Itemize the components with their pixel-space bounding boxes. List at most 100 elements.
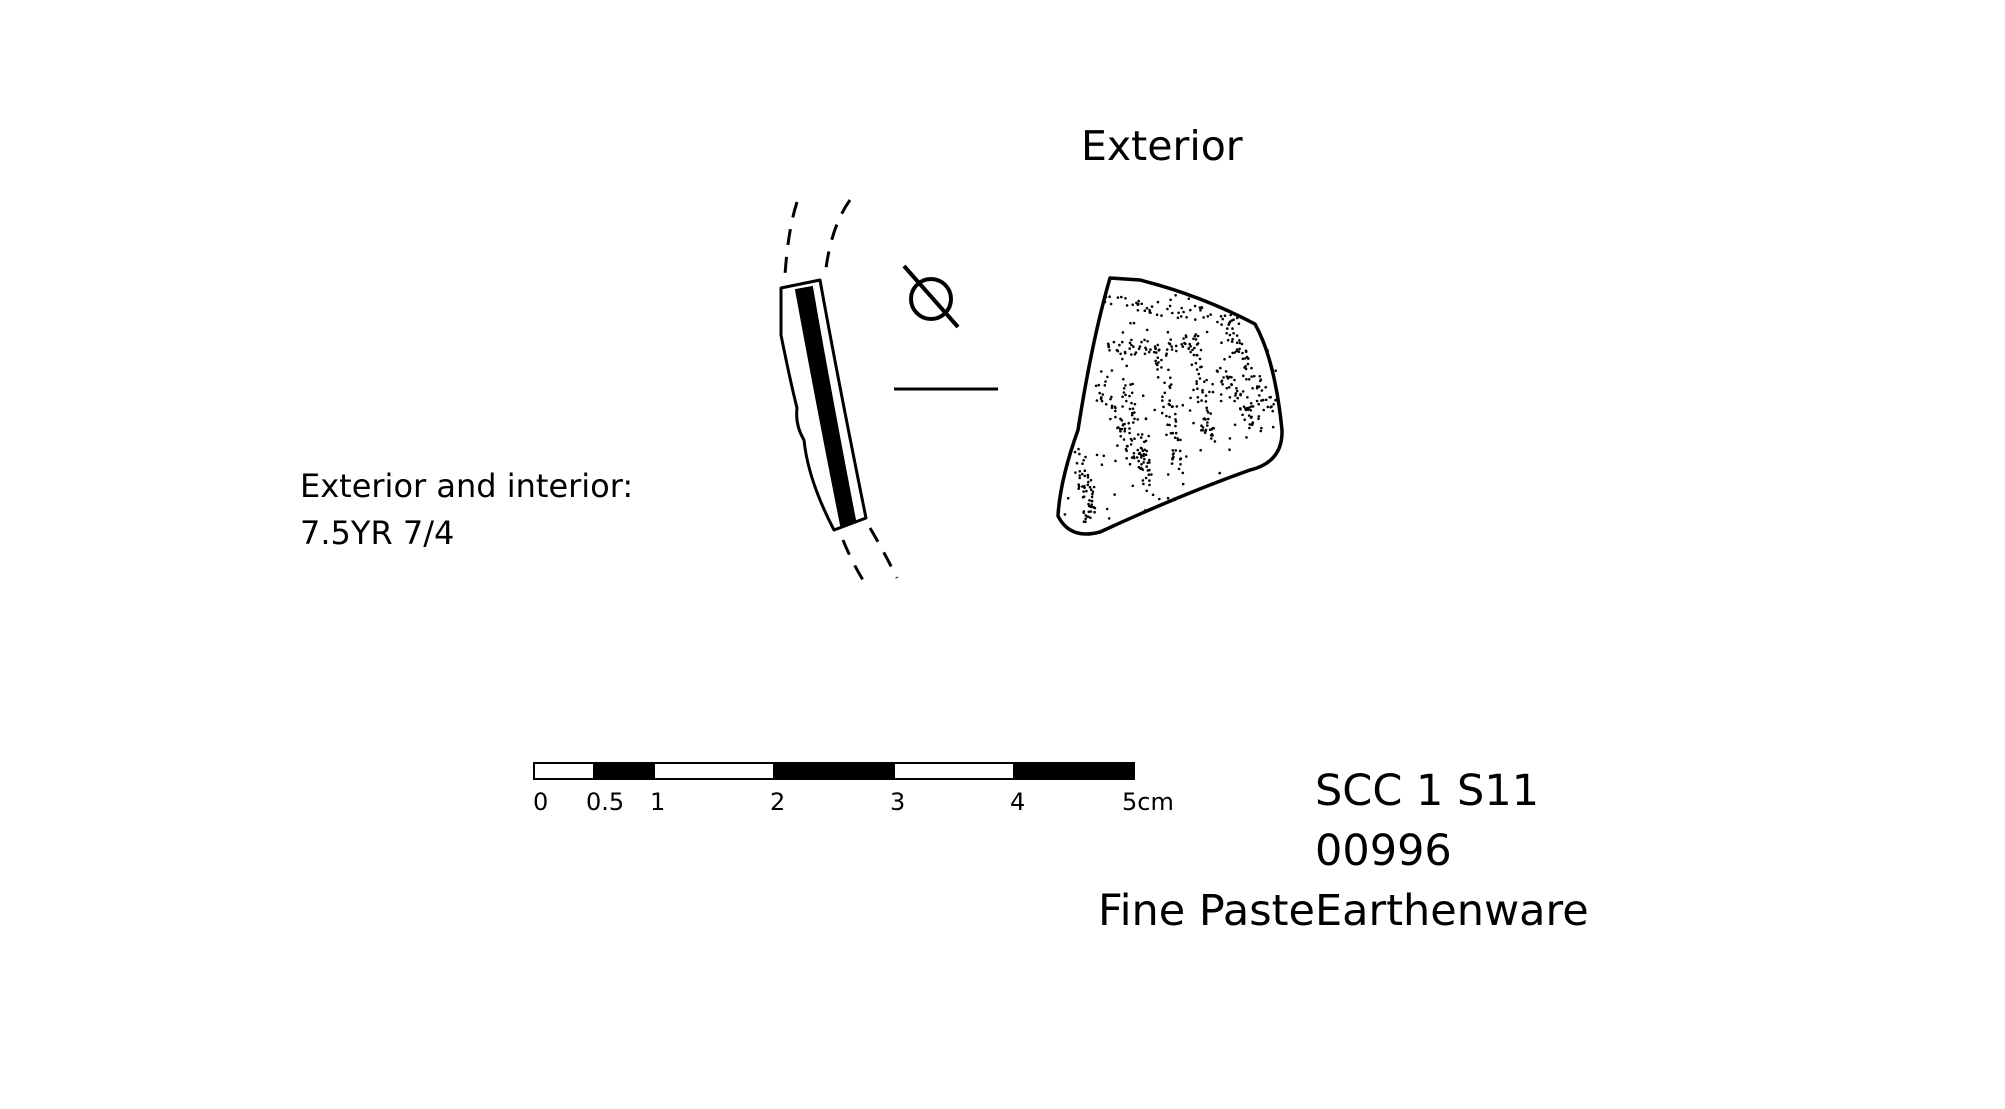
stipple-dot <box>1168 415 1171 419</box>
stipple-dot <box>1235 387 1238 390</box>
stipple-dot <box>1230 340 1234 343</box>
stipple-dot <box>1083 484 1086 488</box>
stipple-dot <box>1124 297 1127 300</box>
stipple-dot <box>1153 345 1157 348</box>
stipple-dot <box>1137 347 1141 351</box>
stipple-dot <box>1110 406 1114 410</box>
stipple-dot <box>1168 423 1171 427</box>
stipple-dot <box>1168 386 1172 390</box>
stipple-dot <box>1132 421 1135 424</box>
stipple-dot <box>1228 396 1232 399</box>
stipple-dot <box>1086 473 1090 477</box>
stipple-dot <box>1255 386 1259 390</box>
stipple-dot <box>1190 363 1194 367</box>
stipple-dot <box>1247 357 1250 360</box>
stipple-dot <box>1242 374 1245 378</box>
stipple-dot <box>1200 399 1203 402</box>
stipple-dot <box>1118 343 1121 347</box>
stipple-dot <box>1258 379 1262 383</box>
stipple-dot <box>1166 307 1169 311</box>
stipple-dot <box>1188 409 1192 412</box>
stipple-dot <box>1114 459 1117 463</box>
stipple-dot <box>1220 341 1223 345</box>
stipple-dot <box>1088 485 1092 489</box>
stipple-dot <box>1211 390 1215 394</box>
stipple-dot <box>1147 434 1150 438</box>
stipple-dot <box>1121 331 1125 334</box>
stipple-dot <box>1109 417 1112 421</box>
stipple-dot <box>1174 344 1178 348</box>
scale-bar-tick-label: 4 <box>1010 788 1026 816</box>
stipple-dot <box>1233 423 1237 427</box>
stipple-dot <box>1090 503 1093 507</box>
stipple-dot <box>1206 315 1210 318</box>
stipple-dot <box>1119 352 1122 356</box>
stipple-dot <box>1172 452 1175 455</box>
stipple-dot <box>1205 330 1209 334</box>
stipple-dot <box>1151 493 1155 497</box>
stipple-dot <box>1089 516 1092 520</box>
stipple-dot <box>1165 352 1168 356</box>
stipple-dot <box>1194 338 1198 341</box>
stipple-dot <box>1260 389 1264 392</box>
profile-projection-upper <box>783 201 799 276</box>
stipple-dot <box>1168 399 1171 402</box>
stipple-dot <box>1222 376 1225 379</box>
stipple-dot <box>1213 440 1217 443</box>
scale-bar-segment <box>1013 762 1135 780</box>
stipple-dot <box>1194 333 1198 336</box>
stipple-dot <box>1165 348 1169 351</box>
stipple-dot <box>1220 323 1223 326</box>
stipple-dot <box>1199 348 1203 352</box>
stipple-dot <box>1141 394 1145 398</box>
stipple-dot <box>1219 315 1223 318</box>
stipple-dot <box>1131 484 1135 488</box>
stipple-dot <box>1181 345 1185 348</box>
stipple-dot <box>1084 517 1087 521</box>
stipple-dot <box>1274 369 1277 373</box>
stipple-dot <box>1073 450 1077 454</box>
stipple-dot <box>1145 449 1149 453</box>
scale-bar-segment <box>893 762 1015 780</box>
stipple-dot <box>1219 393 1223 396</box>
stipple-dot <box>1100 463 1104 467</box>
stipple-dot <box>1271 425 1275 429</box>
stipple-dot <box>1161 399 1164 402</box>
stipple-dot <box>1128 431 1131 435</box>
stipple-dot <box>1174 412 1177 416</box>
stipple-dot <box>1171 311 1174 315</box>
stipple-dot <box>1156 343 1160 347</box>
stipple-dot <box>1119 435 1122 438</box>
stipple-dot <box>1163 381 1166 385</box>
stipple-dot <box>1148 308 1151 312</box>
stipple-dot <box>1216 370 1219 373</box>
stipple-dot <box>1154 351 1158 354</box>
stipple-dot <box>1128 347 1131 350</box>
stipple-dot <box>1121 357 1124 361</box>
stipple-dot <box>1181 403 1185 407</box>
stipple-dot <box>1131 407 1135 411</box>
stipple-dot <box>1140 447 1143 450</box>
scale-bar-tick-label: 0 <box>533 788 549 816</box>
stipple-dot <box>1244 367 1248 371</box>
stipple-dot <box>1196 334 1200 338</box>
stipple-dot <box>1249 409 1253 412</box>
stipple-dot <box>1195 382 1198 386</box>
stipple-dot <box>1198 377 1202 380</box>
stipple-dot <box>1266 405 1270 409</box>
stipple-dot <box>1257 417 1260 421</box>
stipple-dot <box>1140 456 1143 459</box>
stipple-dot <box>1125 304 1129 307</box>
stipple-dot <box>1134 351 1138 354</box>
stipple-dot <box>1145 306 1149 310</box>
stipple-dot <box>1125 444 1129 448</box>
stipple-dot <box>1136 309 1140 312</box>
stipple-dot <box>1157 361 1160 364</box>
stipple-dot <box>1165 433 1168 437</box>
stipple-dot <box>1130 439 1134 442</box>
stipple-dot <box>1204 394 1208 398</box>
stipple-dot <box>1145 328 1149 332</box>
stipple-dot <box>1205 409 1209 412</box>
stipple-dot <box>1181 482 1185 486</box>
stipple-dot <box>1163 391 1167 395</box>
